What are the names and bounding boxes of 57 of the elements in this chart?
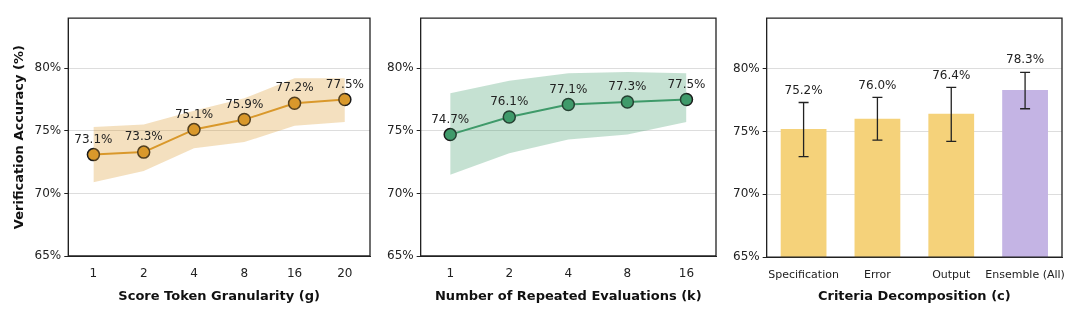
y-tick-label: 70% bbox=[387, 185, 414, 200]
x-tick-label: 1 bbox=[89, 266, 98, 281]
y-tick-label: 75% bbox=[733, 123, 760, 138]
y-tick-label: 80% bbox=[733, 60, 760, 75]
x-tick-label: Error bbox=[864, 267, 892, 281]
x-tick-label: 2 bbox=[505, 266, 514, 281]
x-tick-label: 1 bbox=[446, 266, 455, 281]
point bbox=[287, 96, 302, 111]
point bbox=[620, 95, 635, 109]
x-axis-title: Score Token Granularity (g) bbox=[118, 287, 320, 303]
data-label: 76.1% bbox=[490, 94, 529, 109]
x-axis-title: Criteria Decomposition (c) bbox=[817, 287, 1011, 303]
data-label: 77.2% bbox=[275, 80, 314, 95]
y-tick-label: 70% bbox=[34, 185, 62, 200]
data-label: 76.0% bbox=[858, 77, 897, 92]
point bbox=[502, 110, 517, 124]
x-tick-label: 4 bbox=[190, 266, 198, 281]
point bbox=[237, 112, 252, 127]
x-tick-label: 8 bbox=[240, 266, 249, 281]
x-tick-label: Specification bbox=[768, 267, 839, 281]
point bbox=[561, 97, 576, 112]
data-label: 77.5% bbox=[325, 76, 364, 91]
data-label: 77.3% bbox=[608, 79, 647, 94]
point bbox=[443, 127, 457, 142]
x-tick-label: 16 bbox=[286, 266, 303, 281]
data-label: 77.5% bbox=[667, 76, 706, 91]
y-tick-label: 65% bbox=[387, 248, 414, 263]
data-label: 77.1% bbox=[549, 81, 588, 96]
point bbox=[136, 145, 151, 159]
y-tick-label: 75% bbox=[387, 122, 414, 137]
y-tick-label: 80% bbox=[387, 60, 414, 75]
data-label: 74.7% bbox=[431, 111, 470, 126]
point bbox=[338, 92, 352, 107]
data-label: 75.2% bbox=[784, 82, 823, 97]
point bbox=[86, 147, 101, 162]
y-tick-label: 70% bbox=[733, 186, 760, 201]
x-tick-label: 4 bbox=[564, 266, 573, 281]
data-label: 76.4% bbox=[932, 67, 971, 82]
point bbox=[187, 122, 201, 137]
data-label: 75.1% bbox=[174, 106, 214, 121]
x-tick-label: Output bbox=[932, 267, 972, 281]
x-tick-label: 8 bbox=[623, 266, 632, 281]
x-tick-label: 20 bbox=[337, 266, 353, 281]
x-axis-title: Number of Repeated Evaluations (k) bbox=[434, 287, 702, 303]
data-label: 75.9% bbox=[225, 96, 264, 111]
data-label: 78.3% bbox=[1006, 52, 1045, 67]
y-tick-label: 65% bbox=[733, 249, 760, 264]
y-tick-label: 65% bbox=[34, 248, 62, 263]
y-axis-title: Verification Accuracy (%) bbox=[11, 45, 27, 230]
y-tick-label: 80% bbox=[34, 60, 62, 75]
point bbox=[679, 92, 694, 107]
x-tick-label: 16 bbox=[678, 266, 695, 281]
y-tick-label: 75% bbox=[34, 122, 62, 137]
data-label: 73.3% bbox=[124, 129, 163, 144]
data-label: 73.1% bbox=[74, 131, 113, 146]
x-tick-label: 2 bbox=[139, 266, 148, 281]
x-tick-label: Ensemble (All) bbox=[985, 267, 1065, 281]
